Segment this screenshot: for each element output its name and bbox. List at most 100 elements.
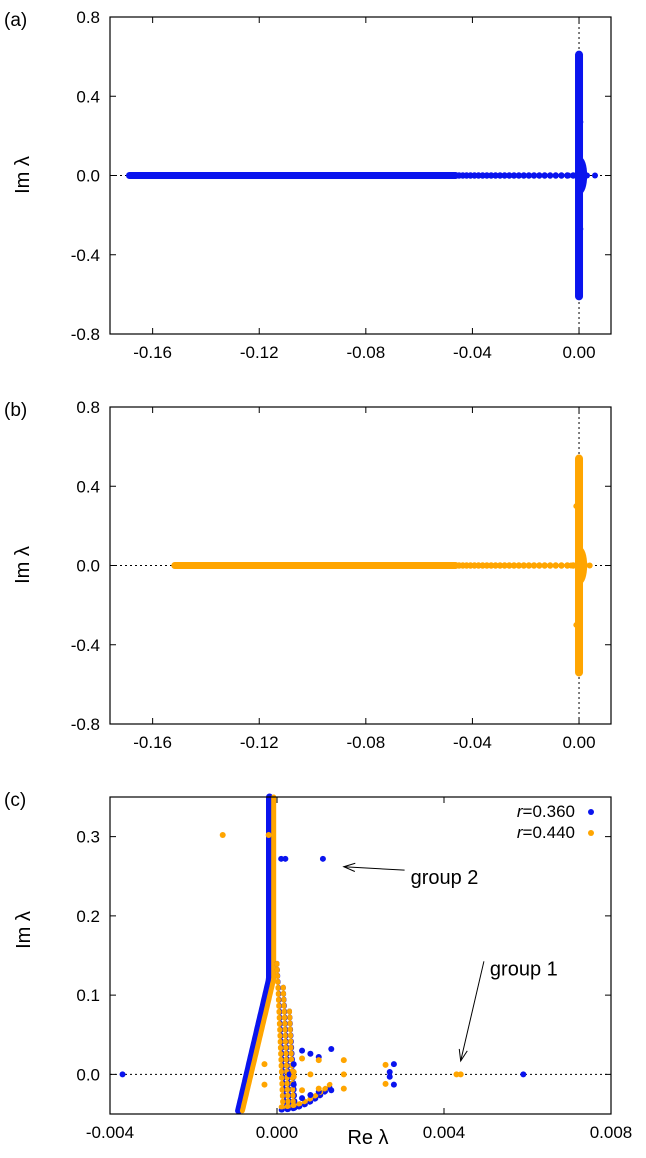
annotation-arrow — [343, 866, 405, 871]
x-tick-label: -0.08 — [346, 343, 385, 362]
eigenvalue-point — [577, 225, 584, 232]
eigenvalue-point — [578, 554, 585, 561]
y-tick-label: 0.0 — [76, 557, 100, 576]
x-ticks-a: -0.16 -0.12 -0.08 -0.04 0.00 — [133, 17, 596, 362]
eigenvalue-point — [382, 1080, 389, 1087]
eigenvalue-point — [506, 172, 513, 179]
x-tick-label: -0.04 — [453, 733, 492, 752]
eigenvalue-point — [541, 562, 548, 569]
eigenvalue-point — [552, 172, 559, 179]
eigenvalue-point — [536, 172, 543, 179]
eigenvalue-point — [307, 1071, 314, 1078]
eigenvalue-point — [577, 119, 584, 126]
x-tick-label: 0.00 — [562, 343, 595, 362]
eigenvalue-arc-lower — [278, 1080, 334, 1110]
eigenvalue-point — [592, 172, 599, 179]
x-tick-label: -0.12 — [240, 733, 279, 752]
eigenvalue-point — [536, 562, 543, 569]
eigenvalue-point — [315, 1057, 322, 1064]
eigenvalue-point — [299, 1087, 306, 1094]
panel-b: (b) Im λ -0.16 -0.12 -0.08 -0.04 0.00 0.8 0.4… — [4, 398, 612, 752]
eigenvalue-point — [299, 1047, 306, 1054]
eigenvalue-point — [525, 172, 533, 179]
panel-label-a: (a) — [4, 10, 27, 31]
annotation-arrow — [460, 961, 485, 1062]
eigenvalue-point — [390, 1061, 397, 1068]
eigenvalue-point — [586, 562, 593, 569]
x-tick-label: 0.00 — [562, 733, 595, 752]
eigenvalue-point — [506, 562, 513, 569]
eigenvalue-point — [265, 832, 272, 839]
x-tick-label: -0.12 — [240, 343, 279, 362]
x-tick-label: 0.004 — [423, 1123, 466, 1142]
eigenvalue-point — [487, 562, 495, 569]
legend-label: r=0.440 — [517, 823, 575, 842]
eigenvalue-point — [581, 560, 588, 567]
eigenvalue-point — [496, 172, 504, 179]
eigenvalue-point — [386, 1068, 393, 1075]
y-tick-label: 0.0 — [76, 167, 100, 186]
eigenvalue-point — [541, 172, 548, 179]
eigenvalue-point — [261, 1061, 268, 1068]
eigenvalue-point — [328, 1046, 335, 1053]
eigenvalue-branch — [235, 793, 273, 1115]
eigenvalue-point — [546, 172, 554, 179]
eigenvalue-point — [570, 172, 577, 179]
data-points-a — [110, 17, 611, 334]
eigenvalue-point — [501, 172, 508, 179]
eigenvalue-branch — [239, 794, 277, 1114]
y-tick-label: 0.8 — [76, 398, 100, 417]
eigenvalue-point — [492, 172, 499, 179]
eigenvalue-point — [299, 1055, 306, 1062]
eigenvalue-point — [382, 1061, 389, 1068]
eigenvalue-point — [282, 855, 289, 862]
panel-c: (c) Im λ Re λ -0.004 0.000 0.004 0.008 0.30… — [4, 790, 632, 1149]
y-tick-label: 0.4 — [76, 87, 100, 106]
data-points-c — [110, 793, 611, 1115]
eigenvalue-point — [457, 1071, 464, 1078]
eigenvalue-point — [520, 562, 528, 569]
panel-a: (a) Im λ -0.16 -0.12 -0.08 -0.04 0.00 0.8 0.4… — [4, 8, 612, 362]
eigenvalue-arc — [287, 1008, 297, 1115]
eigenvalue-point — [390, 1081, 397, 1088]
real-eigenvalue-band — [171, 562, 460, 569]
eigenvalue-point — [340, 1057, 347, 1064]
eigenvalue-point — [319, 855, 326, 862]
ylabel-a: Im λ — [12, 156, 34, 194]
y-tick-label: -0.8 — [71, 325, 100, 344]
eigenvalue-point — [578, 570, 585, 577]
eigenvalue-point — [558, 172, 565, 179]
eigenvalue-point — [290, 1061, 297, 1068]
eigenvalue-point — [496, 562, 504, 569]
legend-marker — [588, 830, 594, 836]
eigenvalue-arc — [274, 960, 286, 1115]
eigenvalue-point — [290, 1068, 297, 1075]
eigenvalue-point — [315, 1085, 322, 1092]
y-tick-label: -0.4 — [71, 636, 100, 655]
eigenvalue-point — [584, 172, 591, 179]
x-tick-label: -0.004 — [86, 1123, 134, 1142]
plot-frame-c — [109, 796, 612, 1115]
eigenvalue-point — [307, 1050, 314, 1057]
eigenvalue-point — [290, 1073, 297, 1080]
xlabel-c: Re λ — [347, 1127, 388, 1149]
y-tick-label: -0.4 — [71, 246, 100, 265]
eigenvalue-point — [578, 180, 585, 187]
eigenvalue-point — [386, 1073, 393, 1080]
legend-marker — [588, 809, 594, 815]
x-ticks-c: -0.004 0.000 0.004 0.008 — [86, 797, 632, 1142]
y-tick-label: -0.8 — [71, 715, 100, 734]
eigenvalue-point — [290, 1081, 297, 1088]
eigenvalue-point — [565, 172, 572, 179]
plot-frame-a — [109, 16, 612, 335]
eigenvalue-point — [119, 1071, 126, 1078]
x-tick-label: -0.16 — [133, 343, 172, 362]
x-tick-label: 0.008 — [590, 1123, 633, 1142]
y-ticks-a: 0.8 0.4 0.0 -0.4 -0.8 — [71, 8, 611, 344]
annotation-label: group 2 — [411, 867, 479, 889]
eigenvalue-point — [487, 172, 495, 179]
eigenvalue-point — [568, 562, 575, 569]
eigenvalue-point — [573, 503, 580, 510]
x-tick-label: -0.08 — [346, 733, 385, 752]
eigenvalue-point — [573, 621, 580, 628]
